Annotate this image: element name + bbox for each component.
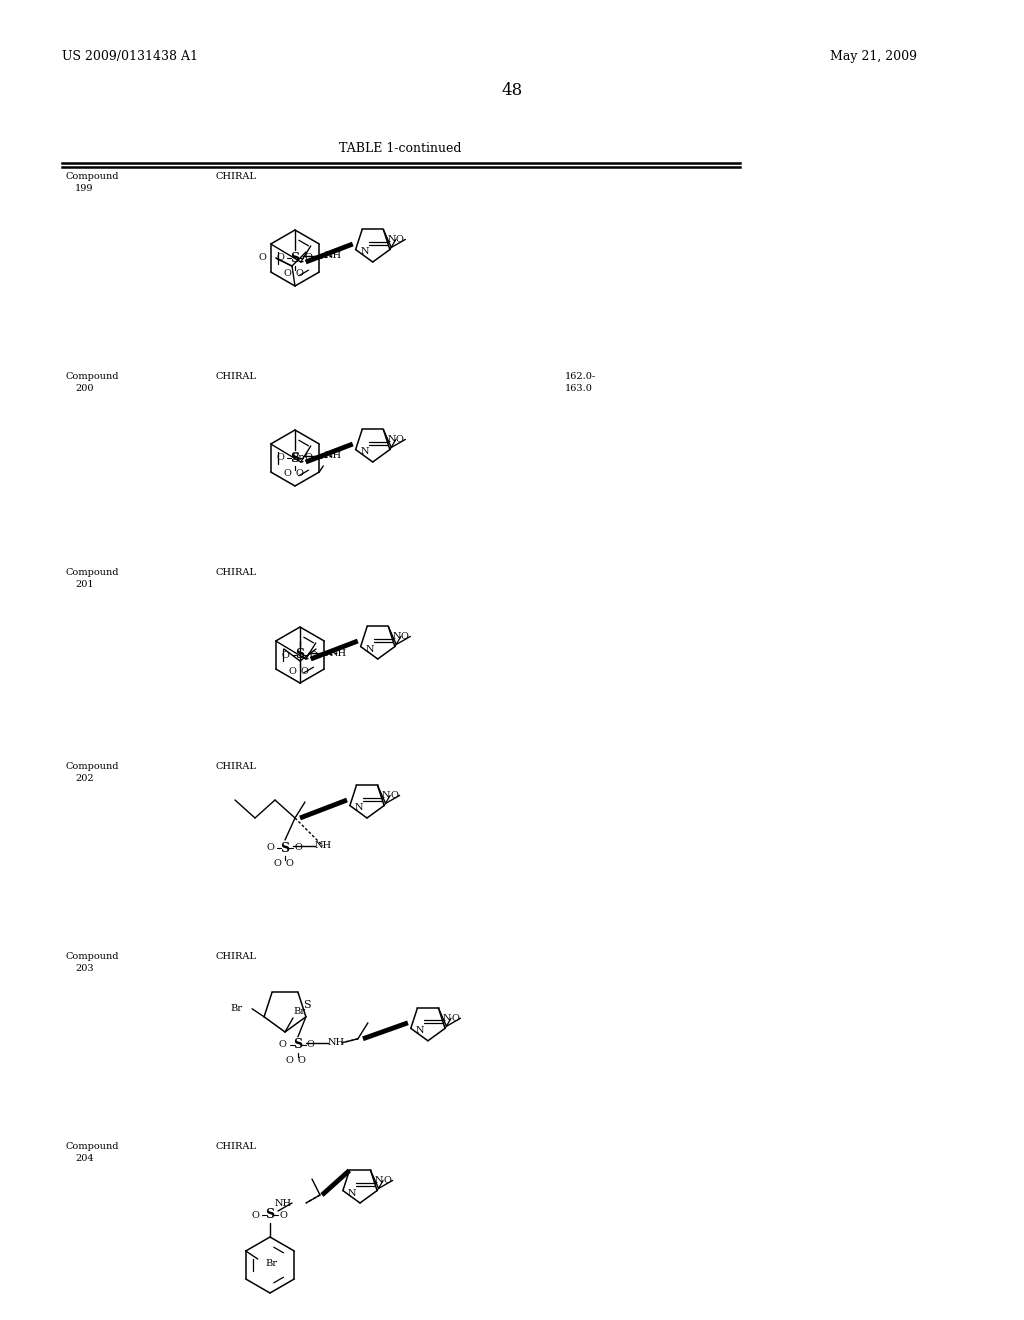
- Text: Compound: Compound: [65, 372, 119, 381]
- Text: N: N: [442, 1014, 452, 1023]
- Text: O: O: [304, 253, 312, 263]
- Text: US 2009/0131438 A1: US 2009/0131438 A1: [62, 50, 198, 63]
- Text: S: S: [293, 1039, 302, 1051]
- Text: N: N: [416, 1026, 424, 1035]
- Text: CHIRAL: CHIRAL: [215, 1142, 256, 1151]
- Text: 48: 48: [502, 82, 522, 99]
- Text: Br: Br: [266, 1258, 278, 1267]
- Text: Compound: Compound: [65, 1142, 119, 1151]
- Text: Compound: Compound: [65, 568, 119, 577]
- Text: S: S: [265, 1209, 274, 1221]
- Text: O: O: [294, 843, 302, 853]
- Text: Compound: Compound: [65, 762, 119, 771]
- Text: 201: 201: [75, 579, 93, 589]
- Text: CHIRAL: CHIRAL: [215, 762, 256, 771]
- Text: TABLE 1-continued: TABLE 1-continued: [339, 143, 461, 154]
- Text: CHIRAL: CHIRAL: [215, 172, 256, 181]
- Text: N: N: [360, 447, 369, 457]
- Text: S: S: [291, 451, 300, 465]
- Text: Br: Br: [230, 1005, 242, 1014]
- Text: O: O: [295, 470, 303, 479]
- Text: NH: NH: [328, 1039, 345, 1047]
- Text: O: O: [280, 1210, 287, 1220]
- Text: O: O: [285, 859, 293, 869]
- Text: Compound: Compound: [65, 172, 119, 181]
- Text: O: O: [266, 843, 274, 853]
- Text: S: S: [303, 999, 310, 1010]
- Text: S: S: [291, 252, 300, 264]
- Text: N: N: [375, 1176, 383, 1185]
- Text: N: N: [382, 791, 390, 800]
- Text: CHIRAL: CHIRAL: [215, 568, 256, 577]
- Text: N: N: [348, 1188, 356, 1197]
- Text: O: O: [295, 269, 303, 279]
- Text: S: S: [296, 648, 304, 661]
- Text: 204: 204: [75, 1154, 93, 1163]
- Text: O: O: [396, 436, 403, 444]
- Text: NH: NH: [325, 451, 342, 461]
- Text: NH: NH: [330, 648, 347, 657]
- Text: 162.0-: 162.0-: [565, 372, 596, 381]
- Text: N: N: [354, 804, 364, 813]
- Text: N: N: [388, 235, 396, 244]
- Text: O: O: [383, 1176, 391, 1185]
- Text: O: O: [298, 1056, 306, 1065]
- Text: NH: NH: [274, 1199, 292, 1208]
- Text: O: O: [300, 667, 308, 676]
- Text: O: O: [251, 1210, 259, 1220]
- Text: O: O: [396, 235, 403, 244]
- Text: S: S: [281, 842, 290, 854]
- Text: O: O: [279, 1040, 287, 1049]
- Text: CHIRAL: CHIRAL: [215, 952, 256, 961]
- Text: 199: 199: [75, 183, 93, 193]
- Text: O: O: [283, 269, 291, 279]
- Text: N: N: [366, 644, 374, 653]
- Text: O: O: [304, 454, 312, 462]
- Text: O: O: [309, 651, 317, 660]
- Text: N: N: [388, 436, 396, 444]
- Text: O: O: [258, 253, 266, 263]
- Text: O: O: [390, 791, 398, 800]
- Text: 203: 203: [75, 964, 93, 973]
- Text: N: N: [360, 248, 369, 256]
- Text: O: O: [307, 1040, 314, 1049]
- Text: O: O: [286, 1056, 294, 1065]
- Text: 163.0: 163.0: [565, 384, 593, 393]
- Text: Br: Br: [293, 1007, 305, 1016]
- Text: O: O: [283, 470, 291, 479]
- Text: 202: 202: [75, 774, 93, 783]
- Text: O: O: [288, 667, 296, 676]
- Text: O: O: [400, 632, 409, 642]
- Text: O: O: [281, 651, 289, 660]
- Text: O: O: [273, 859, 281, 869]
- Text: Br: Br: [291, 454, 303, 462]
- Text: O: O: [451, 1014, 459, 1023]
- Text: O: O: [276, 454, 284, 462]
- Text: Compound: Compound: [65, 952, 119, 961]
- Text: O: O: [276, 253, 284, 263]
- Text: NH: NH: [315, 842, 332, 850]
- Text: May 21, 2009: May 21, 2009: [830, 50, 918, 63]
- Text: N: N: [392, 632, 401, 642]
- Text: NH: NH: [325, 252, 342, 260]
- Text: CHIRAL: CHIRAL: [215, 372, 256, 381]
- Text: 200: 200: [75, 384, 93, 393]
